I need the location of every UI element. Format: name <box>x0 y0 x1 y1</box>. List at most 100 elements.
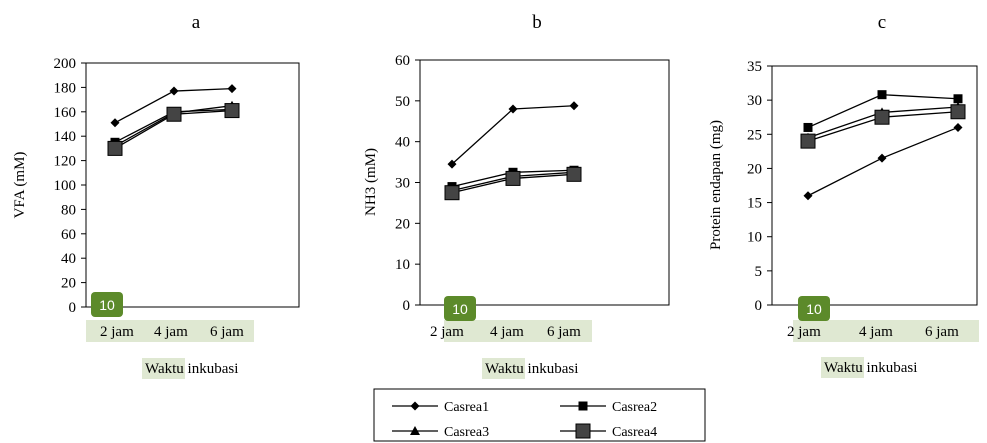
y-tick-label: 0 <box>403 298 411 314</box>
legend-label: Casrea2 <box>612 400 657 415</box>
x-tick-label: 2 jam <box>430 324 464 340</box>
y-tick-label: 80 <box>61 202 76 218</box>
marker-casrea1 <box>877 153 887 163</box>
x-tick-highlight <box>793 320 979 342</box>
y-tick-label: 60 <box>395 53 410 69</box>
y-tick-label: 50 <box>395 94 410 110</box>
y-tick-label: 20 <box>747 161 762 177</box>
y-axis-label: VFA (mM) <box>12 152 28 219</box>
x-tick-label: 4 jam <box>154 324 188 340</box>
y-tick-label: 30 <box>747 93 762 109</box>
x-tick-label: 6 jam <box>210 324 244 340</box>
y-tick-label: 60 <box>61 227 76 243</box>
y-tick-label: 30 <box>395 176 410 192</box>
x-axis-title-part: Waktu <box>485 361 524 377</box>
x-tick-labels: 2 jam 4 jam 6 jam <box>430 324 581 340</box>
marker-casrea1 <box>169 86 179 96</box>
x-tick-highlight <box>444 320 592 342</box>
marker-casrea1 <box>227 84 237 94</box>
x-axis-title-part: inkubasi <box>524 361 579 377</box>
x-tick-label: 4 jam <box>490 324 524 340</box>
marker-casrea1 <box>953 122 963 132</box>
legend-label: Casrea1 <box>444 400 489 415</box>
chart-panel-b: 0 10 20 30 40 50 60 b NH3 (mM) 2 jam 4 jam 6 jam Wak… <box>363 12 670 379</box>
x-axis-title: Waktu inkubasi <box>485 361 578 377</box>
y-axis-label: Protein endapan (mg) <box>708 120 724 250</box>
y-tick-label: 25 <box>747 127 762 143</box>
marker-casrea2 <box>803 122 813 132</box>
y-tick-label: 160 <box>54 105 77 121</box>
y-tick-label: 10 <box>747 230 762 246</box>
plot-frame <box>85 62 300 308</box>
x-axis-title: Waktu inkubasi <box>145 361 238 377</box>
y-tick-label: 35 <box>747 59 762 75</box>
chart-panel-a: 0 20 40 60 80 100 120 140 160 180 200 a VFA (mM) 2 ja… <box>12 12 300 379</box>
legend-box <box>373 388 706 442</box>
x-title-highlight <box>482 358 525 379</box>
x-axis-title-part: inkubasi <box>184 361 239 377</box>
y-axis-label: NH3 (mM) <box>363 148 379 216</box>
y-tick-label: 5 <box>755 264 763 280</box>
x-axis-title-part: Waktu <box>145 361 184 377</box>
marker-casrea1 <box>447 159 457 169</box>
x-tick-label: 6 jam <box>547 324 581 340</box>
marker-casrea4 <box>566 166 582 182</box>
marker-casrea1 <box>508 104 518 114</box>
x-tick-labels: 2 jam 4 jam 6 jam <box>787 324 959 340</box>
marker-casrea2 <box>877 90 887 100</box>
marker-casrea4 <box>166 106 182 122</box>
x-title-highlight <box>142 358 185 379</box>
x-tick-label: 2 jam <box>787 324 821 340</box>
y-tick-label: 200 <box>54 56 77 72</box>
marker-casrea3 <box>410 426 420 435</box>
x-tick-label: 4 jam <box>859 324 893 340</box>
x-axis-title-part: inkubasi <box>863 360 918 376</box>
marker-casrea1 <box>110 118 120 128</box>
series-line-casrea1 <box>451 105 575 165</box>
marker-casrea4 <box>874 109 890 125</box>
marker-casrea4 <box>107 140 123 156</box>
marker-casrea1 <box>410 401 420 411</box>
x-tick-labels: 2 jam 4 jam 6 jam <box>100 324 244 340</box>
badge-label: 10 <box>806 301 822 317</box>
marker-casrea4 <box>444 185 460 201</box>
y-tick-label: 100 <box>54 178 77 194</box>
x-axis-title-part: Waktu <box>824 360 863 376</box>
y-tick-label: 10 <box>395 257 410 273</box>
marker-casrea1 <box>803 191 813 201</box>
marker-casrea2 <box>578 401 588 411</box>
y-tick-label: 0 <box>755 298 763 314</box>
marker-casrea1 <box>569 101 579 111</box>
marker-casrea4 <box>505 170 521 186</box>
badge-label: 10 <box>99 297 115 313</box>
marker-casrea4 <box>800 133 816 149</box>
panel-label: b <box>532 12 542 33</box>
y-tick-label: 120 <box>54 154 77 170</box>
badge <box>444 296 476 321</box>
badge-label: 10 <box>452 301 468 317</box>
panel-label: a <box>192 12 201 33</box>
plot-frame <box>771 65 978 306</box>
marker-casrea4 <box>575 423 591 439</box>
x-title-highlight <box>821 357 864 378</box>
marker-casrea2 <box>953 94 963 104</box>
y-tick-label: 140 <box>54 129 77 145</box>
x-tick-label: 2 jam <box>100 324 134 340</box>
y-tick-label: 20 <box>61 276 76 292</box>
legend: Casrea1 Casrea2 Casrea3 Casrea4 <box>373 388 706 442</box>
badge <box>91 292 123 317</box>
x-tick-label: 6 jam <box>925 324 959 340</box>
y-tick-label: 20 <box>395 216 410 232</box>
y-tick-label: 180 <box>54 80 77 96</box>
plot-frame <box>419 59 670 306</box>
x-tick-highlight <box>86 320 254 342</box>
y-tick-label: 40 <box>61 251 76 267</box>
y-tick-label: 15 <box>747 196 762 212</box>
chart-panel-c: 0 5 10 15 20 25 30 35 c Protein endapan (mg) 2 jam… <box>708 12 979 378</box>
marker-casrea4 <box>950 104 966 120</box>
x-axis-title: Waktu inkubasi <box>824 360 917 376</box>
panel-label: c <box>878 12 886 33</box>
badge <box>798 296 830 321</box>
